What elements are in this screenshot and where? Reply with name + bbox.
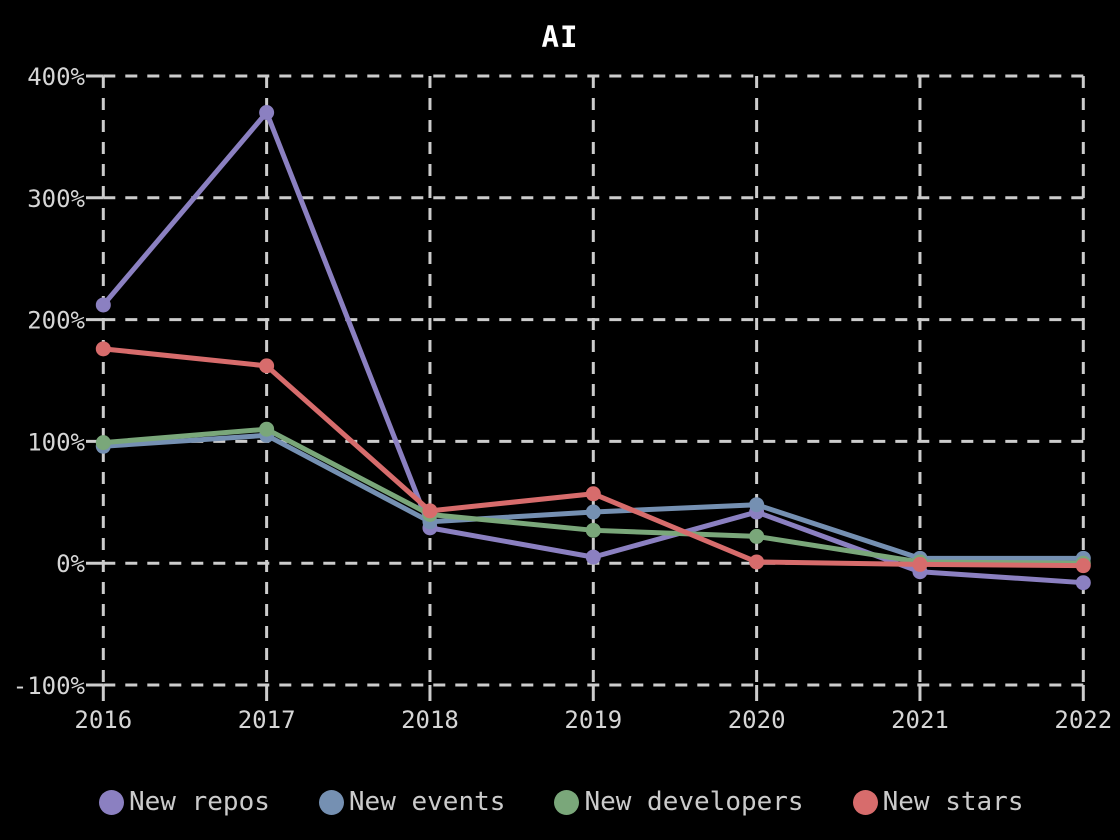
chart-title: AI xyxy=(541,20,579,54)
data-point-new-events xyxy=(585,504,601,520)
y-tick-label: -100% xyxy=(13,672,86,700)
legend-item-new-repos: New repos xyxy=(99,789,270,815)
x-tick-label: 2019 xyxy=(564,706,622,734)
data-point-new-repos xyxy=(1075,575,1091,591)
legend-label-new-repos: New repos xyxy=(129,787,270,817)
data-point-new-events xyxy=(749,497,765,513)
x-tick-label: 2022 xyxy=(1054,706,1112,734)
legend: New repos New events New developers New … xyxy=(99,789,1023,815)
x-tick-label: 2016 xyxy=(74,706,132,734)
data-point-new-stars xyxy=(749,554,765,570)
x-tick-label: 2018 xyxy=(401,706,459,734)
y-tick-label: 0% xyxy=(56,550,85,578)
x-tick-label: 2021 xyxy=(891,706,949,734)
data-point-new-developers xyxy=(749,528,765,544)
legend-marker-new-repos-icon xyxy=(99,789,124,815)
data-point-new-stars xyxy=(259,358,275,374)
legend-label-new-developers: New developers xyxy=(584,787,804,817)
data-point-new-stars xyxy=(422,503,438,519)
legend-marker-new-developers-icon xyxy=(554,789,580,815)
y-tick-label: 200% xyxy=(27,307,85,335)
data-point-new-repos xyxy=(95,297,111,313)
chart-plot: 400% 300% 200% 100% 0% -100% 2016 2017 2018 2019 2… xyxy=(13,63,1112,734)
x-tick-label: 2020 xyxy=(728,706,786,734)
data-point-new-developers xyxy=(259,421,275,437)
legend-item-new-events: New events xyxy=(318,787,506,817)
data-point-new-stars xyxy=(912,556,928,572)
data-point-new-developers xyxy=(585,522,601,538)
data-point-new-repos xyxy=(259,105,275,121)
y-tick-label: 300% xyxy=(27,185,85,213)
data-point-new-developers xyxy=(95,435,111,451)
data-point-new-stars xyxy=(585,486,601,502)
x-tick-label: 2017 xyxy=(238,706,296,734)
legend-label-new-events: New events xyxy=(348,787,506,817)
legend-label-new-stars: New stars xyxy=(882,787,1024,817)
legend-item-new-stars: New stars xyxy=(852,787,1024,817)
data-point-new-stars xyxy=(95,341,111,357)
y-tick-label: 100% xyxy=(27,428,85,456)
data-point-new-stars xyxy=(1075,558,1091,574)
data-point-new-repos xyxy=(585,549,601,565)
y-tick-label: 400% xyxy=(27,63,85,91)
legend-marker-new-stars-icon xyxy=(852,789,878,815)
legend-marker-new-events-icon xyxy=(318,789,344,815)
legend-item-new-developers: New developers xyxy=(554,787,804,817)
